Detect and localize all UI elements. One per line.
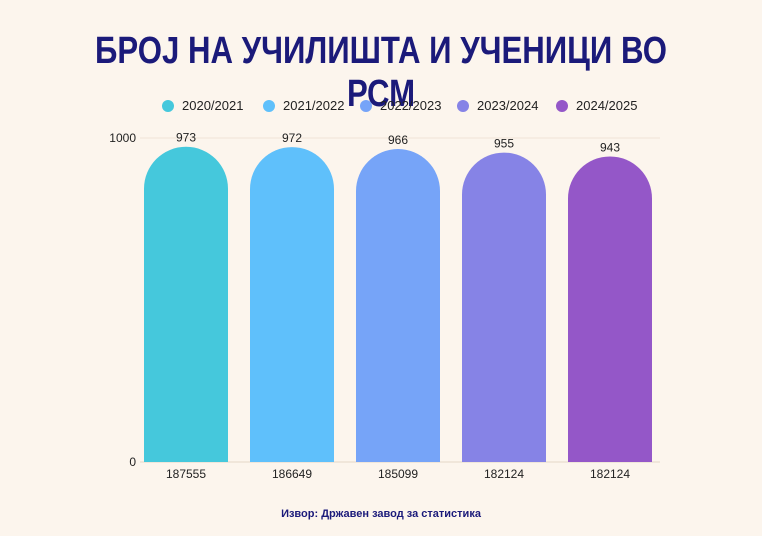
bar-value-label: 972 xyxy=(282,131,302,145)
legend: 2020/2021 2021/2022 2022/2023 2023/2024 2024… xyxy=(0,98,762,120)
bar-value-label: 966 xyxy=(388,133,408,147)
legend-label: 2020/2021 xyxy=(182,98,244,113)
chart-title: БРОЈ НА УЧИЛИШТА И УЧЕНИЦИ ВО РСМ xyxy=(95,30,667,115)
legend-label: 2024/2025 xyxy=(576,98,638,113)
legend-label: 2022/2023 xyxy=(380,98,442,113)
bar xyxy=(356,149,440,462)
legend-label: 2023/2024 xyxy=(477,98,539,113)
x-tick-label: 182124 xyxy=(590,467,630,481)
x-tick-label: 187555 xyxy=(166,467,206,481)
x-tick-label: 185099 xyxy=(378,467,418,481)
bar xyxy=(144,146,228,463)
source-note: Извор: Државен завод за статистика xyxy=(281,508,481,520)
legend-label: 2021/2022 xyxy=(283,98,345,113)
legend-item: 2021/2022 xyxy=(263,98,344,113)
y-tick-label: 1000 xyxy=(109,131,136,145)
legend-swatch xyxy=(556,99,568,112)
legend-item: 2024/2025 xyxy=(556,98,637,113)
bar xyxy=(462,152,546,462)
legend-item: 2020/2021 xyxy=(162,98,243,113)
legend-item: 2023/2024 xyxy=(457,98,538,113)
x-tick-label: 182124 xyxy=(484,467,524,481)
bar-value-label: 955 xyxy=(494,137,514,151)
bar-value-label: 943 xyxy=(600,140,620,154)
legend-item: 2022/2023 xyxy=(360,98,441,113)
bar-value-label: 973 xyxy=(176,131,196,145)
legend-swatch xyxy=(360,99,372,112)
legend-swatch xyxy=(263,99,275,112)
bar xyxy=(568,156,652,462)
legend-swatch xyxy=(162,99,174,112)
legend-swatch xyxy=(457,99,469,112)
x-tick-label: 186649 xyxy=(272,467,312,481)
bar xyxy=(250,147,334,462)
y-tick-label: 0 xyxy=(129,455,136,469)
